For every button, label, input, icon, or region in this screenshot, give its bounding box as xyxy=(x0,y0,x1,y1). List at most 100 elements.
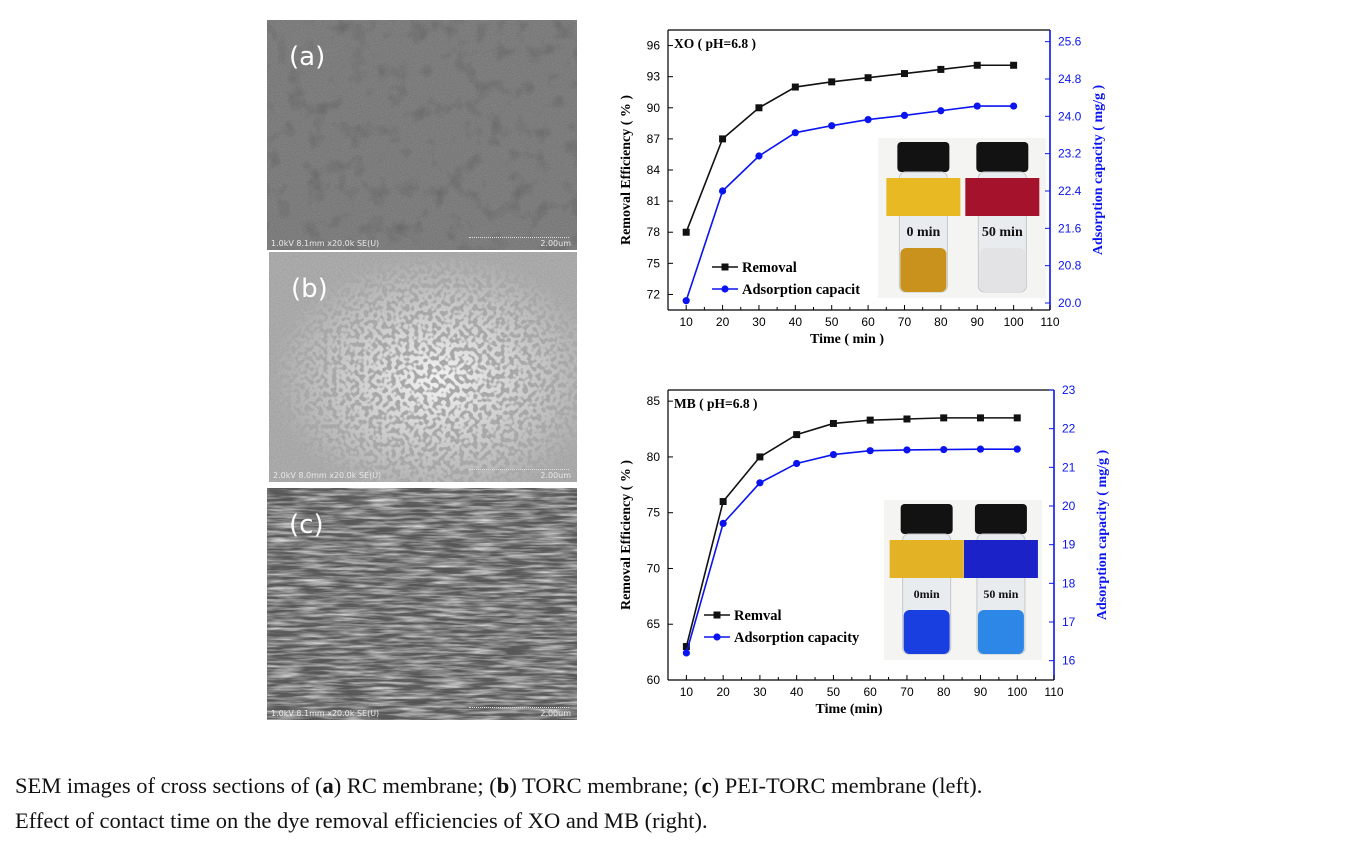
scale-bar xyxy=(469,707,569,708)
data-point-circle xyxy=(937,107,945,115)
y-tick-label: 84 xyxy=(647,163,661,177)
x-axis-title: Time (min) xyxy=(815,702,882,717)
x-tick-label: 60 xyxy=(861,315,875,329)
caption-text: SEM images of cross sections of ( xyxy=(15,773,323,798)
inset-photo: 0min 50 min xyxy=(884,500,1042,660)
data-point-square xyxy=(828,78,836,86)
data-point-circle xyxy=(976,445,985,453)
y-tick-label: 87 xyxy=(647,132,661,146)
x-tick-label: 90 xyxy=(971,315,985,329)
sem-image-a: (a) 1.0kV 8.1mm x20.0k SE(U) 2.00um xyxy=(267,20,577,250)
data-point-circle xyxy=(791,129,799,137)
data-point-circle xyxy=(756,479,764,487)
y-tick-label: 93 xyxy=(647,70,661,84)
data-point-square xyxy=(682,643,690,651)
y2-tick-label: 22.4 xyxy=(1058,184,1082,198)
caption-text: ) RC membrane; ( xyxy=(333,773,497,798)
sem-scale-c: 2.00um xyxy=(540,709,571,718)
data-point-circle xyxy=(864,116,872,124)
legend-label: Remval xyxy=(734,608,782,624)
vial-liquid xyxy=(903,610,950,654)
y-axis-title: Removal Efficiency ( % ) xyxy=(619,460,634,610)
x-tick-label: 20 xyxy=(716,315,730,329)
chart-title: MB ( pH=6.8 ) xyxy=(674,396,757,411)
x-tick-label: 40 xyxy=(789,315,803,329)
chart-title: XO ( pH=6.8 ) xyxy=(674,36,756,51)
legend-marker xyxy=(721,263,729,271)
data-point-square xyxy=(682,228,690,236)
legend-label: Removal xyxy=(742,260,797,276)
x-tick-label: 50 xyxy=(825,315,839,329)
series-line-1 xyxy=(685,448,1018,654)
y2-tick-label: 21 xyxy=(1062,460,1076,474)
caption-letter-a: a xyxy=(322,773,334,798)
legend-marker xyxy=(721,285,729,293)
data-point-square xyxy=(793,431,801,439)
data-point-square xyxy=(866,416,874,424)
y-tick-label: 80 xyxy=(647,450,661,464)
y-tick-label: 90 xyxy=(647,101,661,115)
caption-line-1: SEM images of cross sections of (a) RC m… xyxy=(15,768,1355,803)
x-tick-label: 110 xyxy=(1040,315,1059,329)
y2-tick-label: 21.6 xyxy=(1058,221,1082,235)
y-tick-label: 81 xyxy=(647,194,661,208)
scale-bar xyxy=(469,237,569,238)
sem-image-c: (c) 1.0kV 8.1mm x20.0k SE(U) 2.00um xyxy=(267,488,577,720)
data-point-square xyxy=(937,65,945,73)
chart-xo-svg: 0 min 50 min 10 20 30 40 50 60 70 80 90 100 110 72 75 7… xyxy=(619,29,1106,347)
x-tick-label: 110 xyxy=(1044,685,1063,699)
x-tick-label: 70 xyxy=(900,685,914,699)
data-point-square xyxy=(940,414,948,422)
data-point-circle xyxy=(682,297,690,305)
data-point-square xyxy=(829,419,837,427)
data-point-square xyxy=(1013,414,1021,422)
legend-label: Adsorption capacity xyxy=(734,630,860,646)
sem-texture-b xyxy=(269,252,577,482)
sem-label-b: (b) xyxy=(291,274,328,304)
sem-label-a: (a) xyxy=(289,42,326,72)
data-point-circle xyxy=(793,459,801,468)
caption-letter-c: c xyxy=(701,773,712,798)
sem-info-c: 1.0kV 8.1mm x20.0k SE(U) xyxy=(271,709,380,718)
y2-tick-label: 25.6 xyxy=(1058,35,1082,49)
vial-liquid xyxy=(979,248,1026,292)
series-line-0 xyxy=(685,417,1018,647)
data-point-circle xyxy=(1013,445,1021,453)
membrane-strip xyxy=(889,540,964,578)
data-point-circle xyxy=(755,152,763,160)
data-point-circle xyxy=(828,122,836,130)
vial-cap xyxy=(900,504,953,534)
sem-info-b: 2.0kV 8.0mm x20.0k SE(U) xyxy=(273,471,382,480)
y2-tick-label: 23.2 xyxy=(1058,147,1082,161)
data-point-circle xyxy=(829,450,838,459)
data-point-circle xyxy=(900,111,909,119)
vial-cap xyxy=(974,504,1027,534)
inset-label-right: 50 min xyxy=(982,225,1023,240)
y-tick-label: 78 xyxy=(647,225,661,239)
x-tick-label: 40 xyxy=(790,685,804,699)
x-tick-label: 10 xyxy=(680,685,694,699)
sem-image-b: (b) 2.0kV 8.0mm x20.0k SE(U) 2.00um xyxy=(269,252,577,482)
x-tick-label: 30 xyxy=(752,315,766,329)
data-point-square xyxy=(976,414,984,422)
data-point-square xyxy=(756,453,764,461)
y-tick-label: 75 xyxy=(647,506,661,520)
data-point-circle xyxy=(866,447,874,455)
series-line-1 xyxy=(685,105,1014,301)
scale-bar xyxy=(469,469,569,470)
data-point-circle xyxy=(682,649,690,657)
inset-label-left: 0 min xyxy=(906,225,940,240)
sem-texture-a xyxy=(267,20,577,250)
y-tick-label: 96 xyxy=(647,39,661,53)
legend-label: Adsorption capacit xyxy=(742,282,860,298)
vial-cap xyxy=(897,142,950,172)
sem-info-a: 1.0kV 8.1mm x20.0k SE(U) xyxy=(271,239,380,248)
caption-letter-b: b xyxy=(496,773,510,798)
vial-liquid xyxy=(900,248,947,292)
y2-tick-label: 24.0 xyxy=(1058,109,1082,123)
membrane-strip xyxy=(886,178,961,216)
x-tick-label: 10 xyxy=(680,315,694,329)
data-point-square xyxy=(864,74,872,82)
x-tick-label: 80 xyxy=(934,315,948,329)
y2-tick-label: 20 xyxy=(1062,499,1076,513)
